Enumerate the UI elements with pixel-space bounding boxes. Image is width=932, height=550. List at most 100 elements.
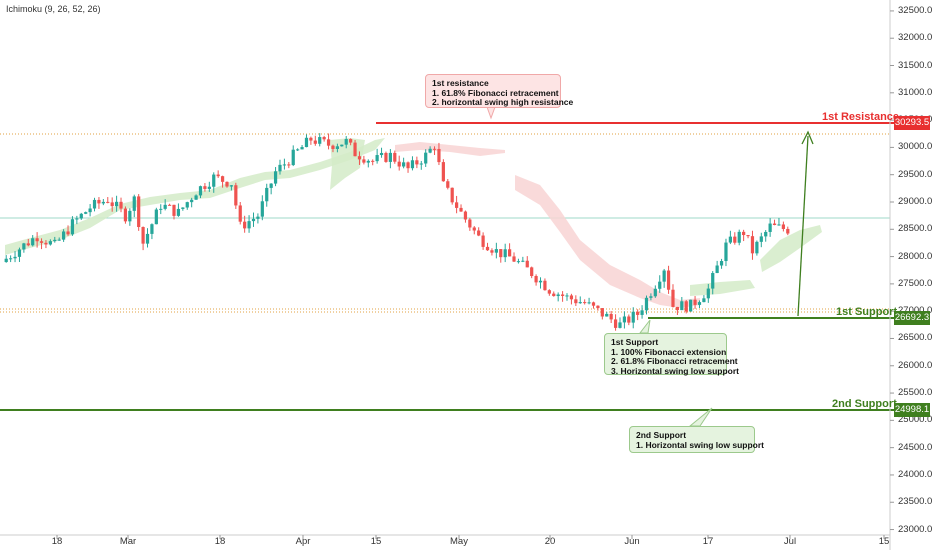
y-tick-label: 26500.0 [898,332,932,344]
indicator-label[interactable]: Ichimoku (9, 26, 52, 26) [6,4,101,14]
candle [724,242,728,262]
candle [415,160,419,165]
candle [719,261,724,266]
y-tick-label: 25500.0 [898,387,932,399]
resistance-callout[interactable]: 1st resistance 1. 61.8% Fibonacci retrac… [425,74,573,108]
candle [680,301,684,311]
candle [468,219,472,228]
candle [203,186,207,189]
candle [675,306,680,311]
candle [627,316,631,323]
candle [260,201,264,217]
support1-label: 1st Support [836,306,898,318]
candle [48,241,52,245]
candle [605,313,609,317]
candle [697,302,702,305]
candle [88,208,92,213]
candle [304,137,309,148]
candle [768,223,772,232]
candle [300,147,304,150]
candle [243,221,247,229]
candle [666,270,671,290]
candle [644,297,649,311]
candle [450,187,454,203]
candle [689,299,693,312]
levels-layer [0,106,894,427]
candle [53,239,57,242]
candle [357,156,362,160]
support2-label: 2nd Support [832,398,897,410]
candle [251,218,256,222]
x-tick-label: 15 [370,536,382,547]
callout-pointer [638,319,651,334]
candle [419,163,423,165]
candle [459,207,463,212]
x-tick-label: 18 [214,536,226,547]
candle [613,319,618,328]
y-tick-label: 30000.0 [898,141,932,153]
x-tick-label: 17 [702,536,714,547]
callout-line: 2nd Support [636,430,687,440]
bullish-cloud [690,280,755,296]
candle [318,137,322,144]
x-tick-label: Mar [119,536,137,547]
bearish-cloud [515,175,700,308]
support2-callout[interactable]: 2nd Support 1. Horizontal swing low supp… [629,426,764,453]
y-tick-label: 32000.0 [898,32,932,44]
candle [565,295,569,297]
candle [176,208,181,216]
candle [194,195,198,200]
candle [742,231,746,236]
x-tick-label: Apr [295,536,311,547]
callout-line: 1st resistance [432,78,489,88]
candle [185,202,189,208]
candle [282,164,287,166]
candle [494,249,498,253]
candle [490,250,494,253]
candle [322,137,326,140]
candle [216,174,220,177]
candle [591,302,596,306]
candle [463,211,468,220]
candle [190,199,194,203]
support1-callout[interactable]: 1st Support 1. 100% Fibonacci extension … [604,333,739,376]
candle [521,260,525,262]
candle [636,311,640,315]
candle [477,230,481,236]
y-tick-label: 23500.0 [898,496,932,508]
candle [777,224,781,226]
candle [57,239,61,241]
candle [481,235,485,247]
y-tick-label: 32500.0 [898,4,932,16]
candle [653,288,657,297]
candle [291,149,295,166]
callout-line: 2. 61.8% Fibonacci retracement [611,356,738,366]
candle [92,199,97,209]
candle [256,216,260,219]
candle [344,139,348,145]
candle [640,310,644,315]
candle [154,209,158,225]
candle [772,223,777,225]
candle [39,241,44,243]
candle [137,196,141,228]
candle [574,299,578,304]
candle [543,280,547,291]
candle [141,227,145,244]
y-tick-label: 27000.0 [898,305,932,316]
candle [287,164,291,166]
candle [437,148,441,163]
candle [278,164,282,172]
candle [622,316,627,323]
callout-line: 3. Horizontal swing low support [611,365,739,376]
candle [781,224,785,229]
candle [711,273,715,289]
candle [265,187,269,202]
candle [393,152,397,162]
candle [212,174,216,187]
y-tick-label: 24500.0 [898,441,932,453]
support2-price-tag: 24998.1 [894,403,930,417]
candle [247,221,251,229]
